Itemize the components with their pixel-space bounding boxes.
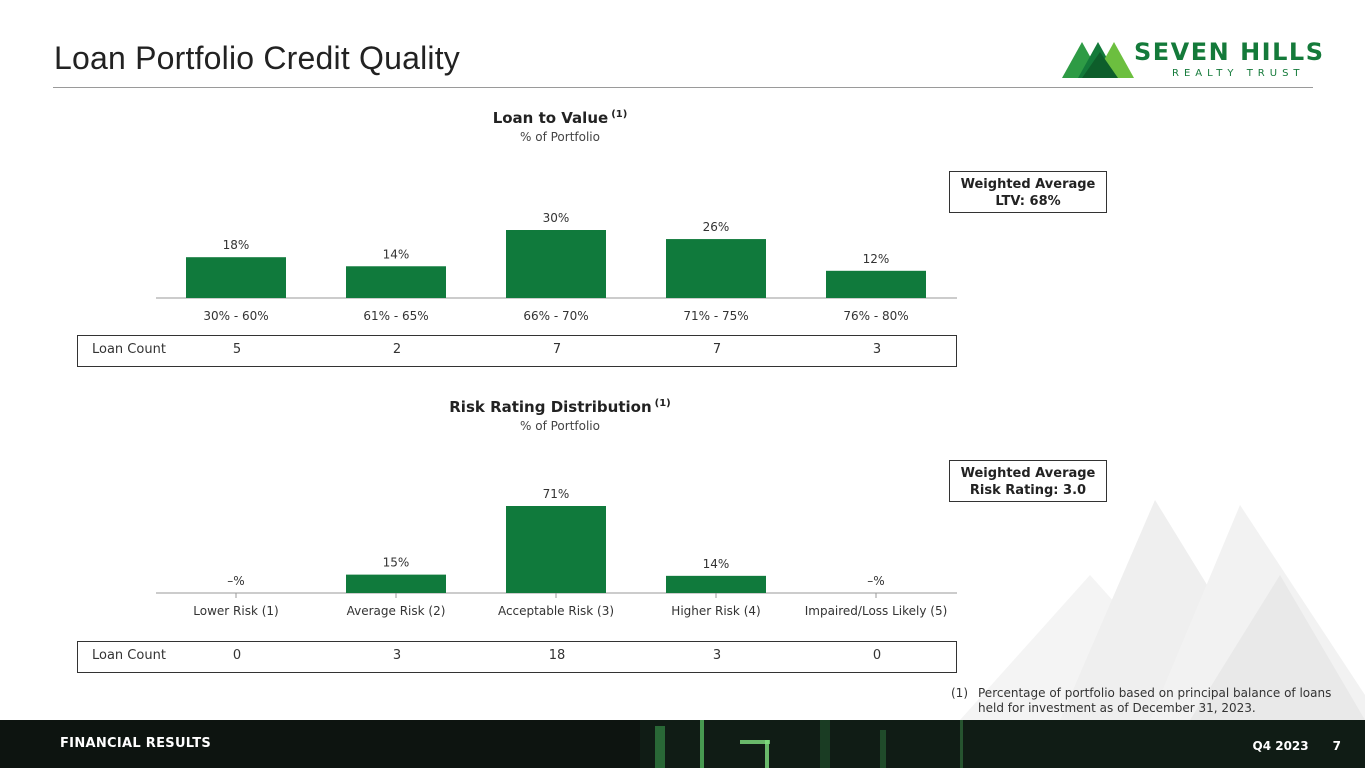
risk-category-label-1: Lower Risk (1) — [193, 604, 278, 618]
logo-wordmark: SEVEN HILLS — [1134, 38, 1325, 66]
risk-category-label-4: Higher Risk (4) — [671, 604, 760, 618]
ltv-bar-1 — [186, 257, 286, 298]
ltv-loan-count-4: 7 — [712, 342, 722, 357]
risk-weighted-line1: Weighted Average — [960, 466, 1096, 481]
page-title: Loan Portfolio Credit Quality — [54, 40, 461, 76]
risk-chart-title: Risk Rating Distribution (1) — [300, 398, 820, 416]
risk-data-label-1: –% — [227, 574, 244, 588]
risk-data-label-2: 15% — [383, 556, 410, 570]
ltv-loan-count-5: 3 — [872, 342, 882, 357]
risk-loan-count-1: 0 — [232, 648, 242, 663]
ltv-title-text: Loan to Value — [492, 109, 609, 127]
ltv-note-ref: (1) — [611, 109, 628, 120]
risk-data-label-5: –% — [867, 574, 884, 588]
ltv-category-label-2: 61% - 65% — [363, 309, 428, 323]
footer-right: Q4 2023 7 — [1229, 739, 1342, 753]
ltv-loan-count-2: 2 — [392, 342, 402, 357]
logo-subtext: REALTY TRUST — [1172, 68, 1305, 79]
ltv-loan-count-label: Loan Count — [92, 342, 166, 357]
footer-page-number: 7 — [1332, 739, 1341, 753]
ltv-bar-5 — [826, 270, 926, 298]
risk-title-text: Risk Rating Distribution — [449, 398, 652, 416]
footer-section-label: FINANCIAL RESULTS — [60, 736, 212, 751]
ltv-chart-subtitle: % of Portfolio — [520, 130, 600, 144]
risk-note-ref: (1) — [654, 398, 671, 409]
ltv-weighted-average-box: Weighted Average LTV: 68% — [949, 171, 1107, 213]
ltv-loan-count-1: 5 — [232, 342, 242, 357]
ltv-category-label-3: 66% - 70% — [523, 309, 588, 323]
footnote-text: Percentage of portfolio based on princip… — [978, 686, 1332, 715]
ltv-data-label-1: 18% — [223, 238, 250, 252]
risk-data-label-4: 14% — [703, 557, 730, 571]
ltv-data-label-3: 30% — [543, 211, 570, 225]
ltv-bar-4 — [666, 239, 766, 298]
footer-quarter: Q4 2023 — [1252, 739, 1309, 753]
ltv-category-label-4: 71% - 75% — [683, 309, 748, 323]
ltv-category-label-1: 30% - 60% — [203, 309, 268, 323]
risk-bar-3 — [506, 506, 606, 593]
risk-bar-2 — [346, 574, 446, 593]
ltv-loan-count-3: 7 — [552, 342, 562, 357]
mountain-logo-icon — [1062, 42, 1134, 78]
ltv-bar-3 — [506, 230, 606, 298]
risk-loan-count-5: 0 — [872, 648, 882, 663]
company-logo: SEVEN HILLS REALTY TRUST — [1062, 38, 1325, 84]
ltv-chart-title: Loan to Value (1) — [300, 109, 820, 127]
title-divider — [53, 87, 1313, 88]
ltv-loan-count-box: Loan Count 5 2 7 7 3 — [77, 335, 957, 367]
risk-category-label-5: Impaired/Loss Likely (5) — [805, 604, 948, 618]
ltv-category-label-5: 76% - 80% — [843, 309, 908, 323]
footer-stock-graphic — [640, 720, 1365, 768]
background-mountains-graphic — [960, 500, 1365, 720]
risk-loan-count-label: Loan Count — [92, 648, 166, 663]
ltv-data-label-5: 12% — [863, 252, 890, 266]
footnote-number: (1) — [951, 686, 968, 700]
risk-loan-count-2: 3 — [392, 648, 402, 663]
risk-weighted-line2: Risk Rating: 3.0 — [969, 483, 1087, 498]
risk-category-label-3: Acceptable Risk (3) — [498, 604, 614, 618]
risk-data-label-3: 71% — [543, 487, 570, 501]
risk-loan-count-4: 3 — [712, 648, 722, 663]
charts-canvas: 18% 30% - 60% 14% 61% - 65% 30% 66% - 70% 26% 7… — [156, 211, 957, 618]
risk-weighted-average-box: Weighted Average Risk Rating: 3.0 — [949, 460, 1107, 502]
ltv-data-label-4: 26% — [703, 220, 730, 234]
footer-bar: FINANCIAL RESULTS Q4 2023 7 — [0, 720, 1365, 768]
risk-category-label-2: Average Risk (2) — [347, 604, 446, 618]
ltv-weighted-line2: LTV: 68% — [995, 194, 1061, 209]
risk-loan-count-box: Loan Count 0 3 18 3 0 — [77, 641, 957, 673]
risk-bar-4 — [666, 575, 766, 593]
risk-loan-count-3: 18 — [548, 648, 566, 663]
ltv-data-label-2: 14% — [383, 247, 410, 261]
ltv-bar-2 — [346, 266, 446, 298]
risk-chart-subtitle: % of Portfolio — [520, 419, 600, 433]
ltv-weighted-line1: Weighted Average — [960, 177, 1096, 192]
